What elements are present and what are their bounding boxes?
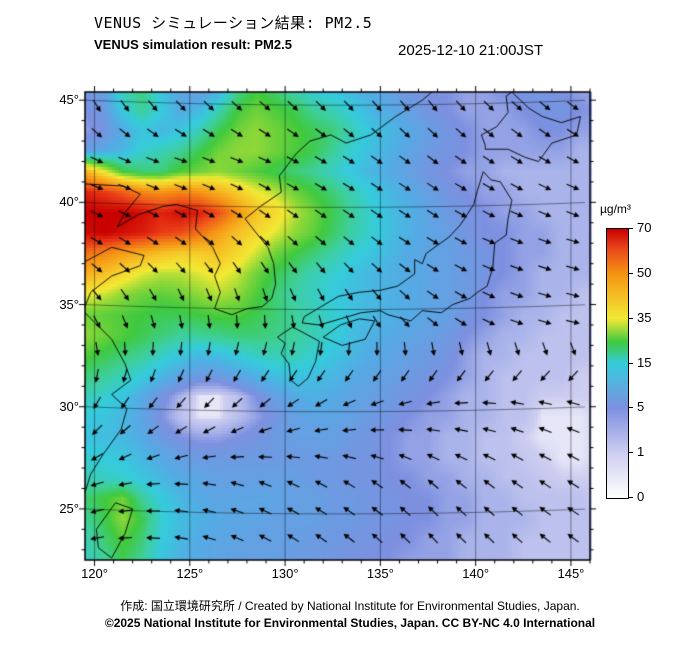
page-title-japanese: VENUS シミュレーション結果: PM2.5 xyxy=(94,14,373,32)
colorbar-gradient xyxy=(606,228,629,499)
lon-tick-label: 130° xyxy=(271,566,299,581)
colorbar-tick-label: 0 xyxy=(637,489,645,504)
lat-tick-label: 30° xyxy=(59,398,79,414)
map-area: 45° 40° 35° 30° 25° 120° 125° 130° 135° 140° 145° xyxy=(59,84,598,581)
lon-tick-label: 120° xyxy=(81,566,108,581)
colorbar-area: µg/m³ 70 50 35 15 5 1 0 xyxy=(596,200,700,520)
footer-attribution: 作成: 国立環境研究所 / Created by National Instit… xyxy=(120,599,580,613)
timestamp: 2025-12-10 21:00JST xyxy=(398,42,544,59)
colorbar-tick-label: 35 xyxy=(637,309,652,325)
colorbar-tick-label: 15 xyxy=(637,354,652,370)
colorbar-tick-label: 5 xyxy=(637,399,645,415)
colorbar-tick-label: 70 xyxy=(637,220,652,235)
lat-tick-label: 45° xyxy=(59,92,79,108)
lat-tick-label: 25° xyxy=(59,500,79,516)
page-title-english: VENUS simulation result: PM2.5 xyxy=(94,37,292,52)
lat-tick-label: 40° xyxy=(59,194,79,210)
lon-tick-label: 125° xyxy=(176,566,204,581)
map-canvas xyxy=(77,84,598,568)
lon-tick-label: 135° xyxy=(366,566,394,581)
colorbar-unit-label: µg/m³ xyxy=(600,202,631,216)
colorbar-tick-label: 1 xyxy=(637,444,645,460)
footer-license: ©2025 National Institute for Environment… xyxy=(104,616,596,630)
colorbar-tick-label: 50 xyxy=(637,264,652,280)
lat-tick-label: 35° xyxy=(59,296,79,312)
lon-tick-label: 140° xyxy=(462,566,490,581)
lon-tick-label: 145° xyxy=(557,566,585,581)
